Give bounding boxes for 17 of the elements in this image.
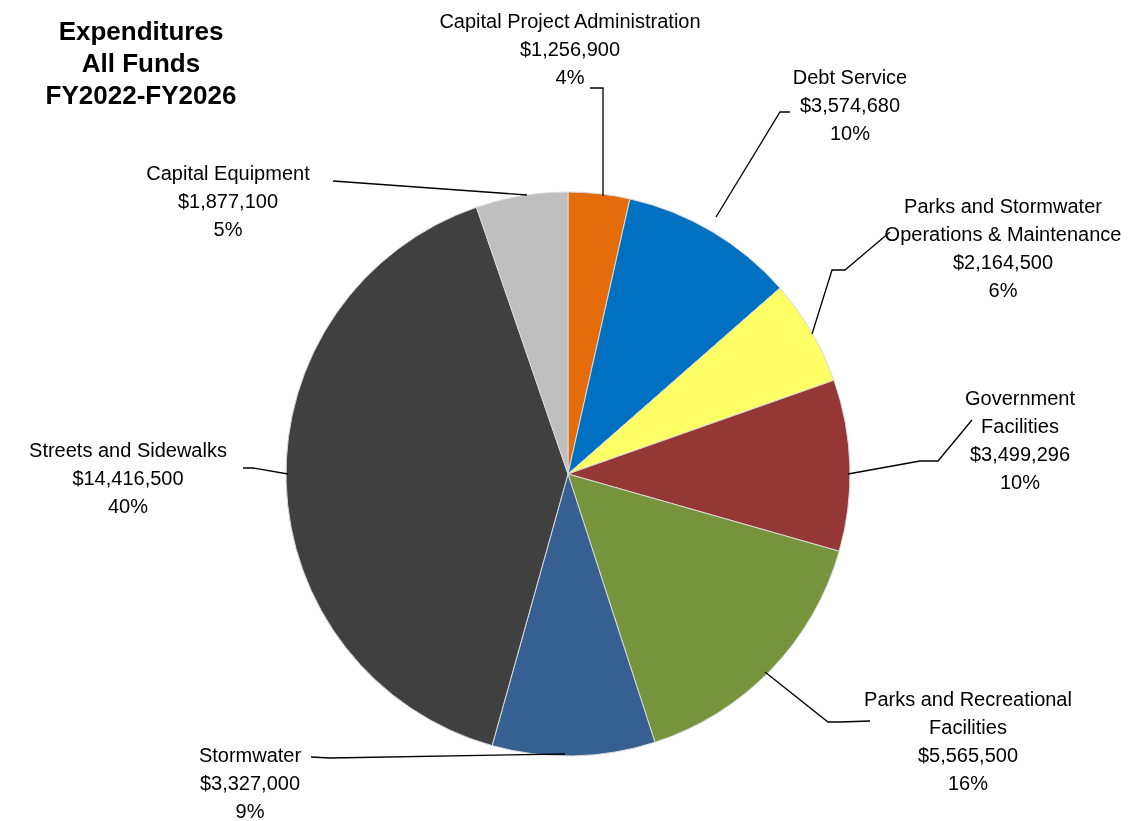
data-label: $2,164,500 6%	[952, 251, 1054, 301]
text: Expenditures All Funds FY2022-FY2026	[45, 16, 237, 110]
data-label: $14,416,500 40%	[72, 467, 184, 517]
data-label: $1,256,900 4%	[519, 38, 621, 88]
data-label: $3,574,680 10%	[799, 94, 901, 144]
slice-label: Government Facilities	[964, 387, 1076, 437]
slice-label: Streets and Sidewalks	[29, 439, 227, 461]
data-label: $3,327,000 9%	[199, 772, 301, 821]
data-label: $3,499,296 10%	[969, 443, 1071, 493]
data-label: $5,565,500 16%	[917, 744, 1019, 794]
slice-label: Stormwater	[198, 744, 302, 766]
data-label: $1,877,100 5%	[177, 190, 279, 240]
slice-label: Parks and Recreational Facilities	[864, 688, 1072, 738]
slice-label: Parks and Stormwater Operations & Maintenance	[884, 195, 1122, 245]
slice-label: Capital Equipment	[146, 162, 311, 184]
slice-label: Capital Project Administration	[439, 10, 701, 32]
slice-label: Debt Service	[792, 66, 908, 88]
